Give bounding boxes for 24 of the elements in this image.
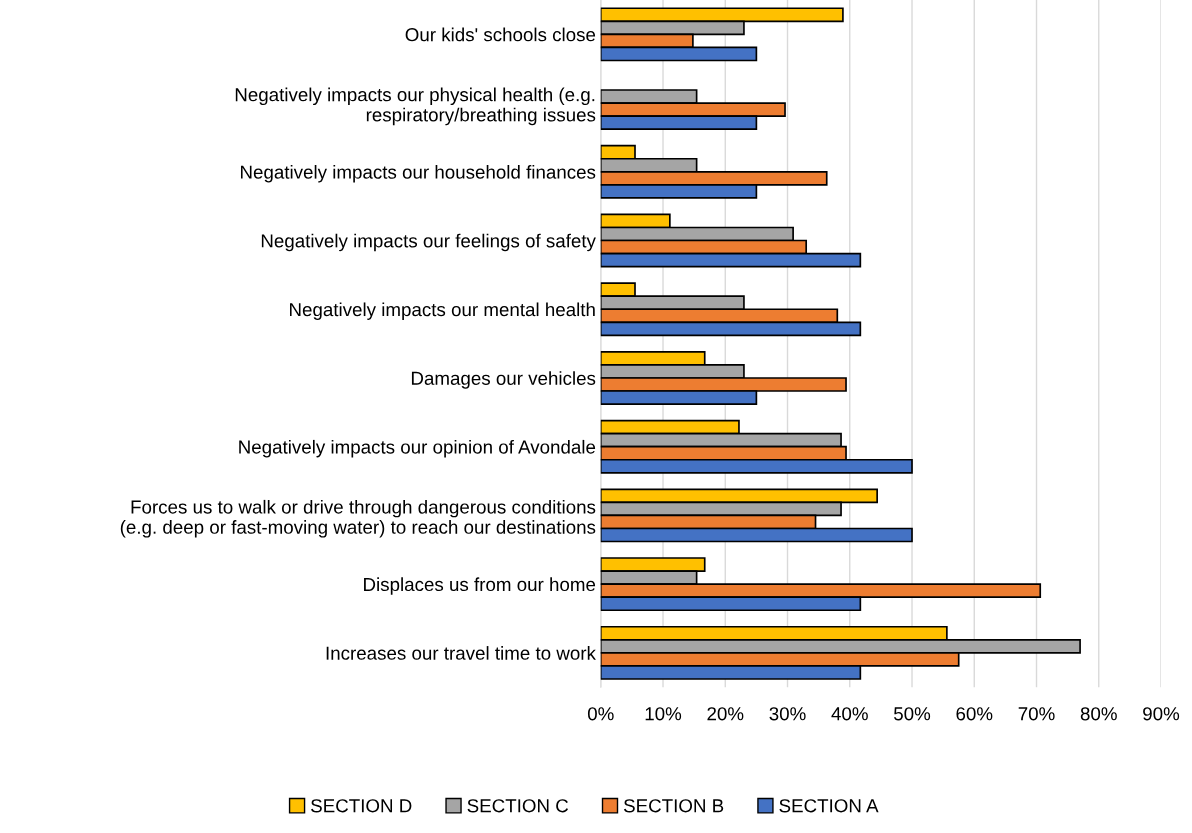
- y-tick-label: Damages our vehicles: [411, 371, 596, 389]
- x-tick-label: 70%: [1018, 707, 1055, 721]
- x-tick-label: 0%: [587, 707, 614, 721]
- y-tick-label: Our kids' schools close: [405, 27, 596, 42]
- legend-label: SECTION D: [311, 799, 412, 813]
- y-tick-label: Displaces us from our home: [364, 577, 596, 595]
- y-tick-label: Negatively impacts our physical health (e.g. respiratory/breathing issues: [235, 87, 596, 126]
- y-tick-label: Increases our travel time to work: [326, 646, 596, 660]
- x-tick-label: 50%: [894, 707, 931, 721]
- x-tick-label: 40%: [831, 707, 868, 721]
- legend-label: SECTION A: [779, 799, 879, 813]
- y-tick-label: Negatively impacts our opinion of Avondale: [239, 439, 596, 458]
- x-tick-label: 60%: [956, 707, 993, 721]
- legend-label: SECTION C: [467, 799, 569, 813]
- y-tick-label: Negatively impacts our feelings of safety: [261, 233, 596, 252]
- x-tick-label: 80%: [1080, 707, 1117, 721]
- y-tick-label: Negatively impacts our mental health: [290, 302, 595, 320]
- y-tick-label: Forces us to walk or drive through dangerous conditions (e.g. deep or fast-moving water) to reach our destinations: [120, 499, 596, 538]
- x-tick-label: 20%: [707, 707, 744, 721]
- legend-label: SECTION B: [623, 799, 724, 813]
- x-tick-label: 30%: [769, 707, 806, 721]
- x-tick-label: 90%: [1143, 707, 1180, 721]
- y-tick-label: Negatively impacts our household finances: [241, 165, 596, 183]
- x-tick-label: 10%: [645, 707, 682, 721]
